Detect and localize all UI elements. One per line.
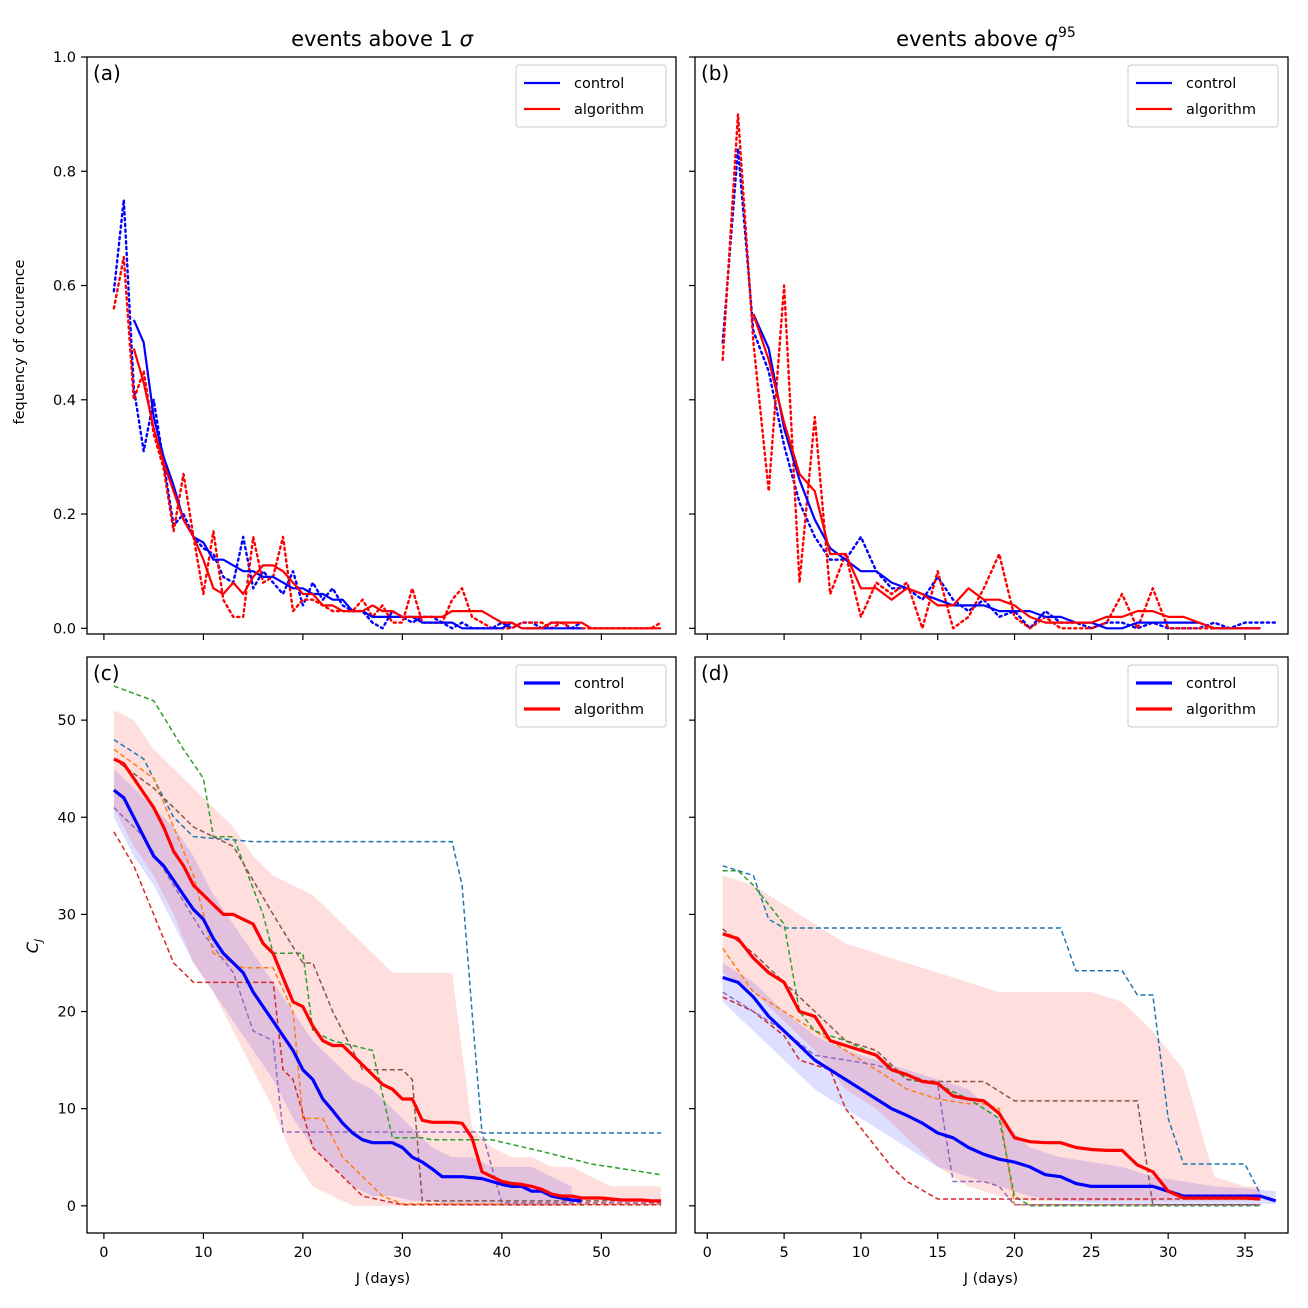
- panel-a: events above 1 σ fequency of occurence: [12, 27, 474, 424]
- a-ytick-label: 1.0: [53, 50, 76, 66]
- c-dashed-member-5: [113, 807, 662, 1204]
- a-ytick-label: 0.8: [53, 164, 76, 180]
- d-xtick-label: 15: [929, 1245, 947, 1261]
- panel-c-ylabel: CJ: [23, 939, 45, 953]
- d-series-algorithm-solid: [722, 932, 1261, 1201]
- d-legend-label-algorithm: algorithm: [1186, 702, 1256, 718]
- plot-area-c: [112, 685, 662, 1206]
- a-ytick-label: 0.6: [53, 279, 76, 295]
- d-band-algorithm-range: [722, 875, 1261, 1201]
- b-legend-label-control: control: [1186, 76, 1236, 92]
- c-ytick-label: 0: [67, 1199, 76, 1215]
- d-xtick-label: 5: [779, 1245, 788, 1261]
- d-axes-frame: [694, 656, 1289, 1234]
- c-xtick-label: 0: [99, 1245, 108, 1261]
- panel-d: J (days): [963, 1271, 1018, 1287]
- d-legend-box: [1127, 664, 1279, 728]
- c-dashed-member-1: [113, 738, 662, 1134]
- d-xtick-label: 35: [1236, 1245, 1254, 1261]
- a-ytick-label: 0.4: [53, 393, 76, 409]
- d-series-control-solid: [722, 975, 1277, 1203]
- c-ytick-label: 30: [58, 907, 76, 923]
- panel-a-ylabel: fequency of occurence: [12, 259, 28, 424]
- b-legend-box: [1127, 64, 1279, 128]
- b-legend-label-algorithm: algorithm: [1186, 102, 1256, 118]
- b-panel-label: (b): [701, 61, 729, 85]
- c-ytick-label: 40: [58, 810, 76, 826]
- plot-area-d: [722, 865, 1277, 1207]
- panel-c-xlabel: J (days): [355, 1271, 410, 1287]
- plot-c: 0 10 20 30 40 50 0 10 20 30 40 50 (c) control algorith…: [58, 656, 677, 1261]
- c-legend-box: [515, 664, 667, 728]
- svg-text:events above 1 σ: events above 1 σ: [291, 27, 474, 51]
- c-ytick-label: 20: [58, 1005, 76, 1021]
- d-dashed-member-1: [722, 865, 1261, 1195]
- c-xtick-label: 30: [393, 1245, 411, 1261]
- a-legend-label-control: control: [574, 76, 624, 92]
- c-xtick-label: 20: [294, 1245, 312, 1261]
- c-panel-label: (c): [93, 661, 120, 685]
- c-dashed-member-6: [113, 758, 662, 1202]
- a-ytick-label: 0.0: [53, 621, 76, 637]
- a-panel-label: (a): [93, 61, 121, 85]
- plot-b: (b) control algorithm: [689, 56, 1289, 640]
- c-dashed-member-3: [113, 685, 662, 1176]
- d-xtick-label: 30: [1159, 1245, 1177, 1261]
- a-ytick-label: 0.2: [53, 507, 76, 523]
- c-legend: control algorithm: [515, 664, 667, 728]
- c-ytick-label: 50: [58, 713, 76, 729]
- d-dashed-member-2: [722, 947, 1261, 1206]
- plot-a: 0.0 0.2 0.4 0.6 0.8 1.0 (a) control algorithm: [53, 50, 677, 640]
- panel-d-xlabel: J (days): [963, 1271, 1018, 1287]
- b-series-algorithm-solid: [752, 313, 1261, 630]
- c-band-control-range: [113, 768, 572, 1206]
- c-legend-label-control: control: [574, 676, 624, 692]
- c-xtick-label: 10: [194, 1245, 212, 1261]
- c-series-control-solid: [112, 788, 582, 1203]
- c-ytick-label: 10: [58, 1102, 76, 1118]
- a-series-algorithm-solid: [132, 348, 662, 630]
- panel-c: J (days) CJ: [23, 939, 410, 1287]
- a-legend: control algorithm: [515, 64, 667, 128]
- d-xtick-label: 25: [1082, 1245, 1100, 1261]
- d-dashed-member-4: [722, 996, 1261, 1200]
- c-series-algorithm-solid: [113, 757, 662, 1203]
- d-legend-label-control: control: [1186, 676, 1236, 692]
- c-xtick-label: 50: [592, 1245, 610, 1261]
- plot-area-b: [721, 112, 1277, 630]
- panel-b-title: events above q95: [896, 25, 1076, 51]
- c-legend-label-algorithm: algorithm: [574, 702, 644, 718]
- a-series-algorithm-dotted: [112, 255, 663, 630]
- a-legend-label-algorithm: algorithm: [574, 102, 644, 118]
- b-axes-frame: [694, 56, 1289, 635]
- c-xtick-label: 40: [493, 1245, 511, 1261]
- svg-text:events above q95: events above q95: [896, 25, 1076, 51]
- b-series-algorithm-dotted: [721, 112, 1262, 630]
- a-series-control-dotted: [112, 198, 583, 630]
- c-band-algorithm-range: [113, 710, 662, 1206]
- d-band-control-range: [722, 963, 1276, 1204]
- d-panel-label: (d): [701, 661, 729, 685]
- c-axes-frame: [86, 656, 677, 1234]
- a-legend-box: [515, 64, 667, 128]
- plot-area-a: [112, 198, 663, 630]
- d-xtick-label: 0: [703, 1245, 712, 1261]
- d-xtick-label: 20: [1005, 1245, 1023, 1261]
- b-legend: control algorithm: [1127, 64, 1279, 128]
- d-legend: control algorithm: [1127, 664, 1279, 728]
- panel-a-title: events above 1 σ: [291, 27, 474, 51]
- d-xtick-label: 10: [852, 1245, 870, 1261]
- c-dashed-member-4: [113, 831, 662, 1206]
- plot-d: 0 5 10 15 20 25 30 35 (d) control algorithm: [689, 656, 1289, 1261]
- panel-b: events above q95: [896, 25, 1076, 51]
- a-axes-frame: [86, 56, 677, 635]
